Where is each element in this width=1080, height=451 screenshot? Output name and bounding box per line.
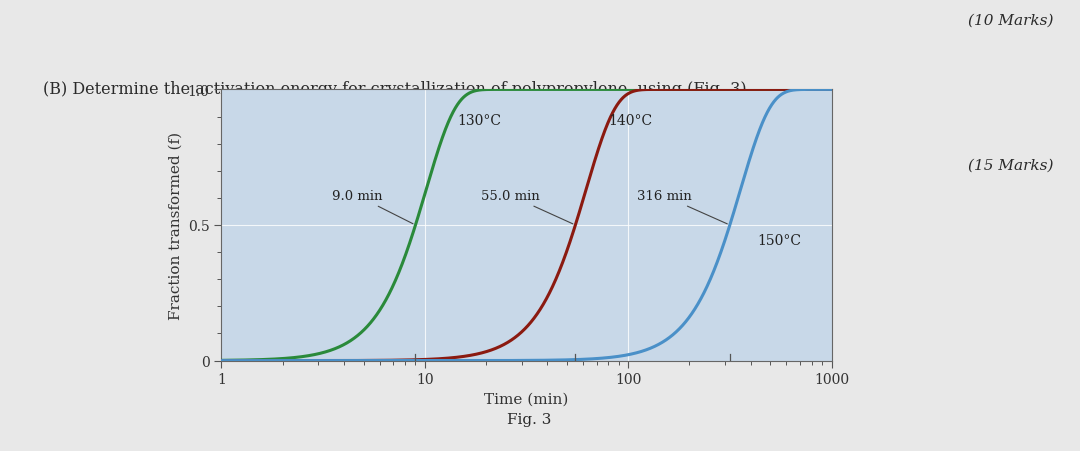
Text: (10 Marks): (10 Marks) [968, 14, 1053, 28]
X-axis label: Time (min): Time (min) [484, 392, 569, 406]
Text: 140°C: 140°C [608, 114, 652, 128]
Text: 130°C: 130°C [458, 114, 501, 128]
Text: 150°C: 150°C [757, 233, 801, 247]
Text: Fig. 3: Fig. 3 [507, 412, 552, 426]
Text: (15 Marks): (15 Marks) [968, 158, 1053, 172]
Y-axis label: Fraction transformed (f): Fraction transformed (f) [168, 132, 183, 319]
Text: (B) Determine the activation energy for crystallization of polypropylene, using : (B) Determine the activation energy for … [43, 81, 752, 98]
Text: 55.0 min: 55.0 min [482, 190, 572, 224]
Text: 316 min: 316 min [636, 190, 727, 225]
Text: 9.0 min: 9.0 min [332, 190, 413, 224]
